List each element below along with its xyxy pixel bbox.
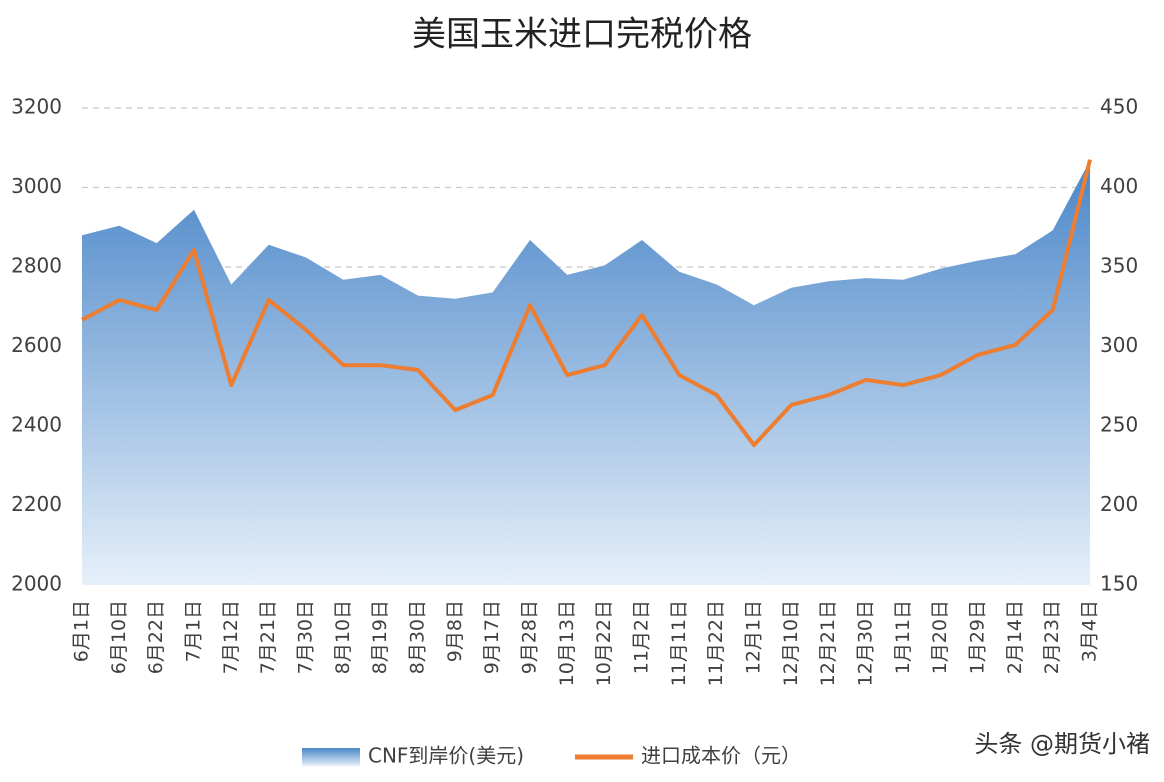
x-tick-label: 1月11日: [892, 600, 914, 674]
x-tick-label: 12月30日: [855, 600, 877, 686]
y-tick-label: 2000: [11, 572, 62, 596]
y-tick-label: 2600: [11, 333, 62, 357]
x-tick-label: 6月10日: [108, 600, 130, 674]
chart-title: 美国玉米进口完税价格: [412, 15, 752, 55]
x-tick-label: 11月2日: [631, 600, 653, 674]
legend-swatch: [302, 748, 360, 766]
x-tick-label: 11月22日: [705, 600, 727, 686]
x-tick-label: 7月30日: [295, 600, 317, 674]
x-tick-label: 6月22日: [145, 600, 167, 674]
x-tick-label: 3月4日: [1079, 600, 1101, 662]
x-tick-label: 11月11日: [668, 600, 690, 686]
x-tick-label: 12月21日: [817, 600, 839, 686]
x-tick-label: 8月10日: [332, 600, 354, 674]
watermark: 头条 @期货小褚: [974, 730, 1150, 758]
y-tick-label: 2800: [11, 254, 62, 278]
area: [82, 160, 1090, 585]
x-tick-label: 9月28日: [519, 600, 541, 674]
y-tick-label: 3000: [11, 174, 62, 198]
x-tick-label: 12月10日: [780, 600, 802, 686]
y2-tick-label: 350: [1100, 254, 1138, 278]
x-tick-label: 1月29日: [967, 600, 989, 674]
legend-label: 进口成本价（元）: [641, 744, 801, 768]
x-tick-label: 2月14日: [1004, 600, 1026, 674]
y-tick-label: 2200: [11, 492, 62, 516]
y2-tick-label: 250: [1100, 413, 1138, 437]
x-tick-label: 1月20日: [929, 600, 951, 674]
x-tick-label: 8月19日: [369, 600, 391, 674]
x-tick-label: 7月12日: [220, 600, 242, 674]
y2-tick-label: 450: [1100, 95, 1138, 119]
line: [81, 159, 1092, 448]
legend-label: CNF到岸价(美元): [368, 744, 524, 768]
x-tick-label: 9月17日: [481, 600, 503, 674]
x-tick-label: 2月23日: [1041, 600, 1063, 674]
x-tick-label: 7月1日: [183, 600, 205, 662]
x-tick-label: 8月30日: [407, 600, 429, 674]
y-tick-label: 3200: [11, 95, 62, 119]
x-tick-label: 6月1日: [71, 600, 93, 662]
x-tick-label: 10月22日: [593, 600, 615, 686]
y2-tick-label: 400: [1100, 174, 1138, 198]
y-tick-label: 2400: [11, 413, 62, 437]
y2-tick-label: 150: [1100, 572, 1138, 596]
x-tick-label: 7月21日: [257, 600, 279, 674]
x-tick-label: 10月13日: [556, 600, 578, 686]
y2-tick-label: 200: [1100, 492, 1138, 516]
x-tick-label: 9月8日: [444, 600, 466, 662]
y2-tick-label: 300: [1100, 333, 1138, 357]
x-tick-label: 12月1日: [743, 600, 765, 674]
